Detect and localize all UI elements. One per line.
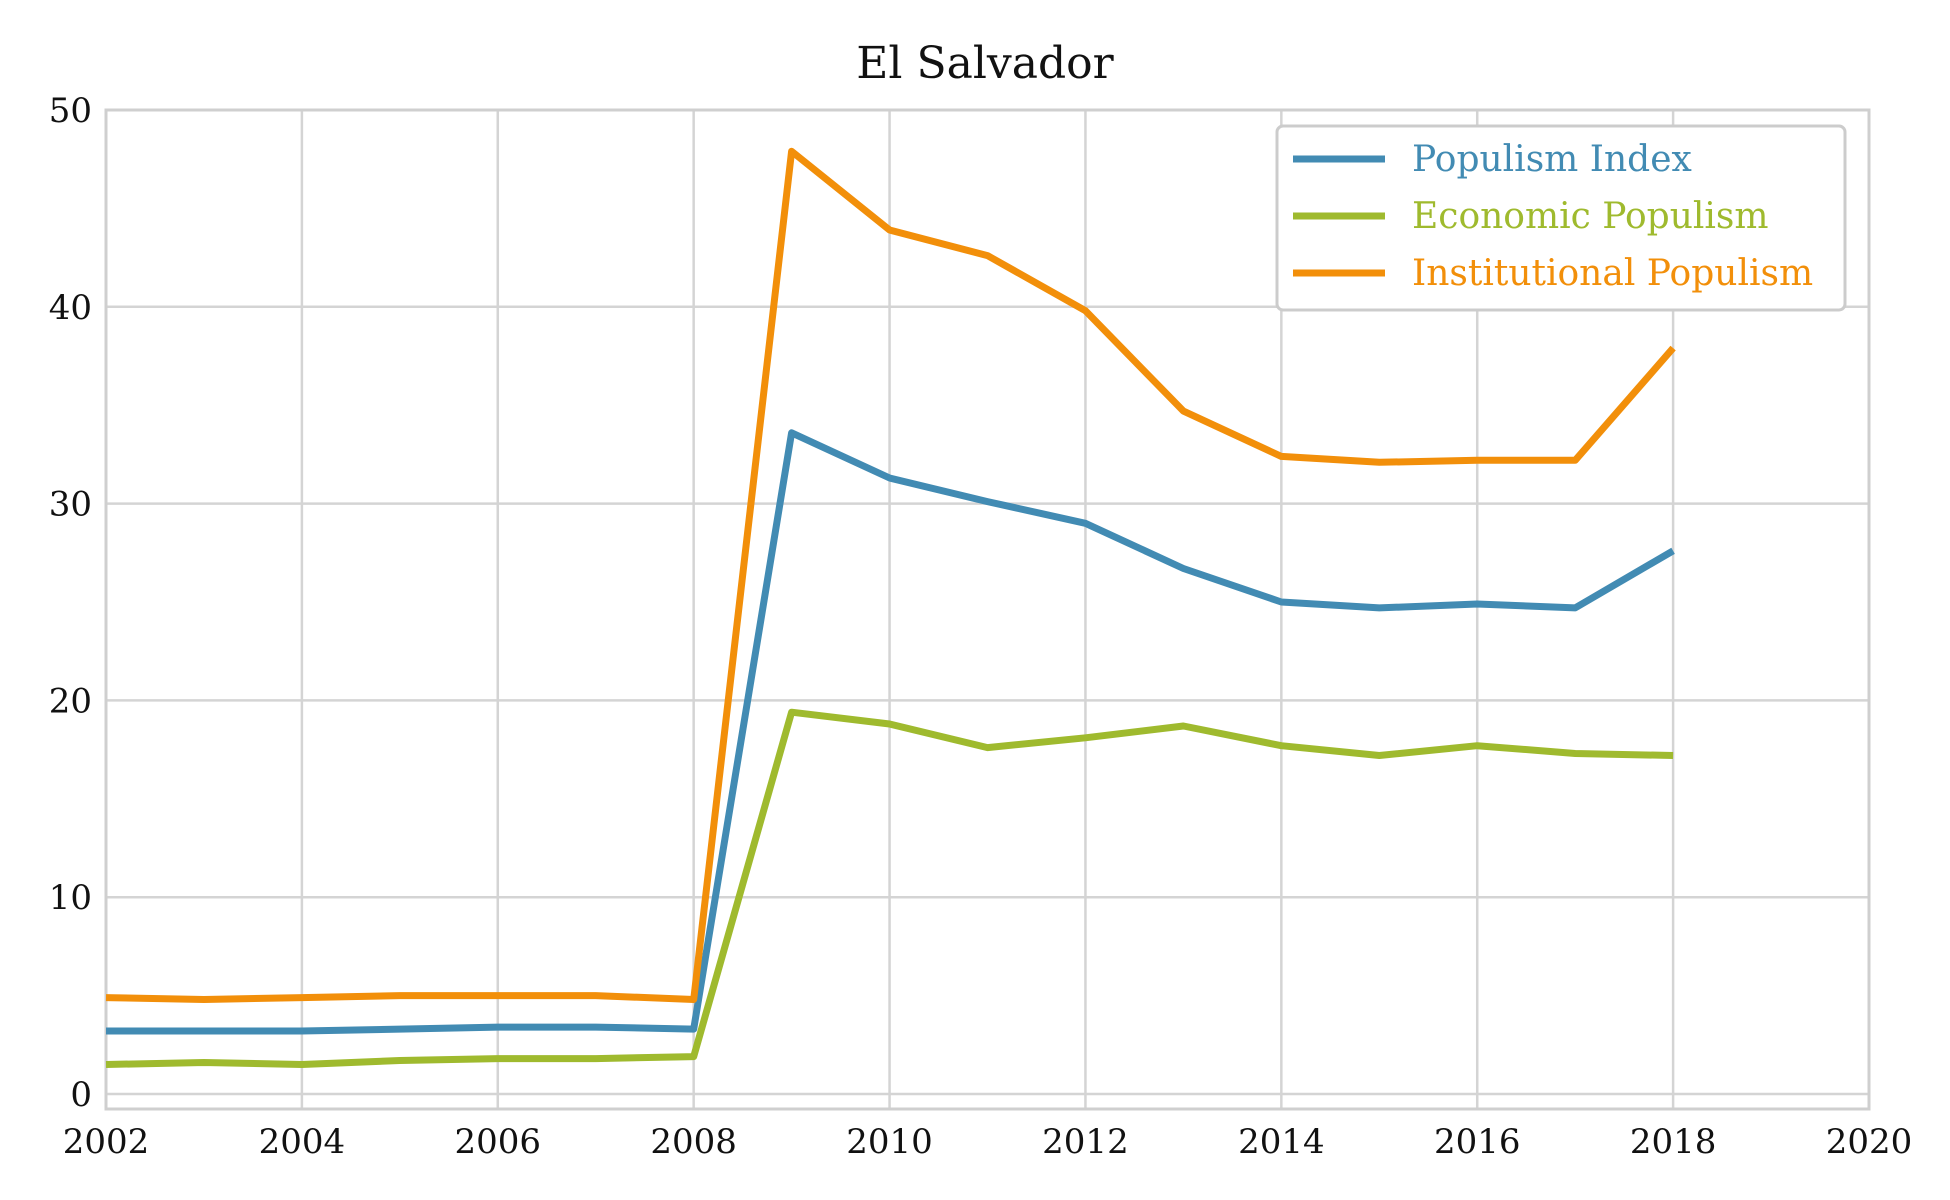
series-line-economic-populism: [105, 708, 1674, 1068]
legend-label: Populism Index: [1412, 139, 1692, 180]
y-tick-label: 10: [49, 878, 92, 918]
y-tick-label: 0: [70, 1075, 92, 1115]
x-tick-label: 2010: [846, 1122, 933, 1162]
series-lines: [105, 147, 1676, 1068]
x-axis-ticks: 2002 2004 2006 2008 2010 2012 2014 2016 2018 2020: [63, 1122, 1913, 1162]
chart-title: El Salvador: [856, 38, 1114, 89]
y-tick-label: 20: [49, 681, 92, 721]
legend: Populism Index Economic Populism Instituti…: [1275, 124, 1847, 312]
series-line-populism-index: [106, 429, 1675, 1035]
x-tick-label: 2012: [1042, 1122, 1129, 1162]
series-line-institutional-populism: [105, 147, 1676, 1003]
y-tick-label: 30: [49, 485, 92, 525]
y-axis-ticks: 0 10 20 30 40 50: [49, 91, 92, 1115]
x-tick-label: 2018: [1630, 1122, 1717, 1162]
x-tick-label: 2006: [455, 1122, 542, 1162]
y-tick-label: 40: [49, 288, 92, 328]
x-tick-label: 2020: [1826, 1122, 1913, 1162]
x-tick-label: 2014: [1238, 1122, 1325, 1162]
legend-label: Institutional Populism: [1412, 253, 1813, 294]
x-tick-label: 2004: [259, 1122, 346, 1162]
x-tick-label: 2016: [1434, 1122, 1521, 1162]
x-tick-label: 2008: [650, 1122, 737, 1162]
y-tick-label: 50: [49, 91, 92, 131]
legend-box: [1275, 124, 1847, 312]
x-tick-label: 2002: [63, 1122, 150, 1162]
legend-label: Economic Populism: [1412, 196, 1769, 237]
plot-frame: [104, 108, 1871, 1111]
